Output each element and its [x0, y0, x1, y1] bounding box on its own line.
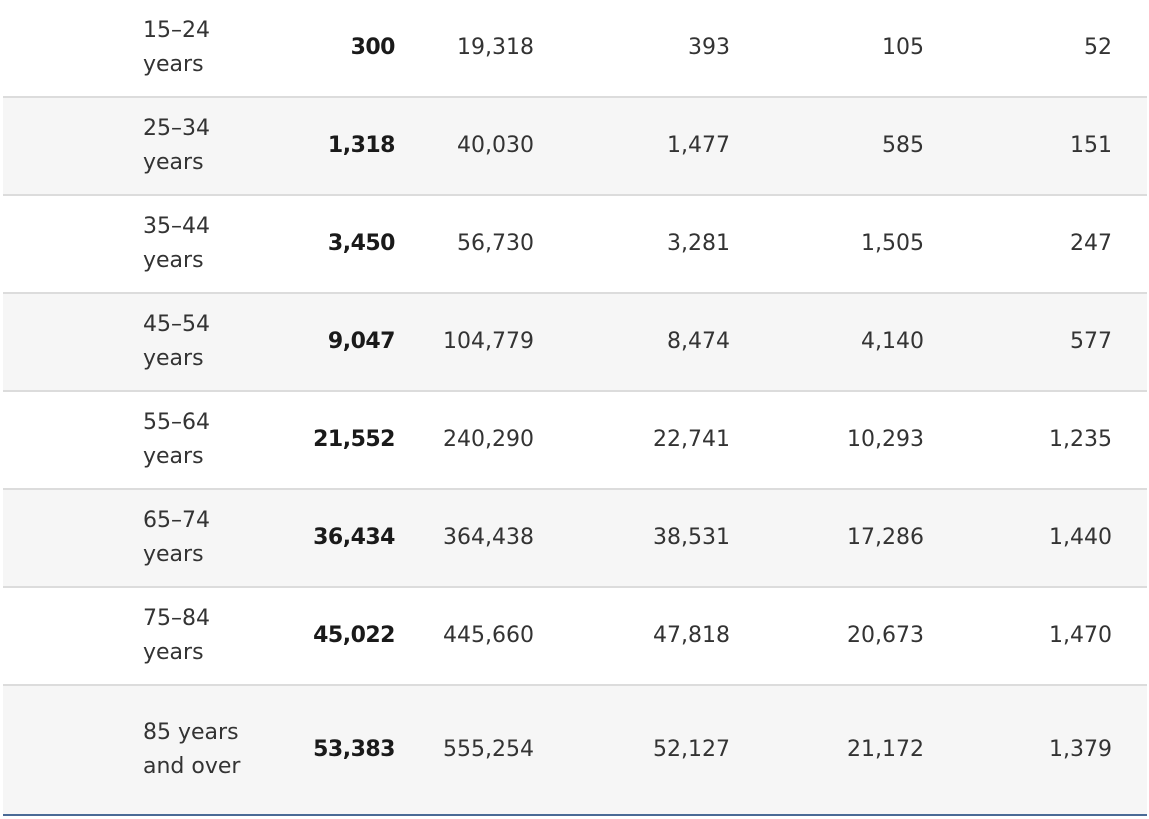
- table-row: 45–54 years 9,047 104,779 8,474 4,140 57…: [3, 294, 1147, 392]
- data-table: 15–24 years 300 19,318 393 105 52 25–34 …: [3, 0, 1147, 816]
- value-cell: 56,730: [457, 231, 534, 256]
- row-label: 15–24 years: [143, 18, 210, 77]
- row-label: 25–34 years: [143, 116, 210, 175]
- table-row: 35–44 years 3,450 56,730 3,281 1,505 247: [3, 196, 1147, 294]
- value-cell: 21,172: [847, 737, 924, 762]
- value-cell: 585: [882, 133, 924, 158]
- value-cell: 105: [882, 35, 924, 60]
- value-cell: 52: [1084, 35, 1112, 60]
- table-row: 55–64 years 21,552 240,290 22,741 10,293…: [3, 392, 1147, 490]
- row-label: 55–64 years: [143, 410, 210, 469]
- value-cell: 20,673: [847, 623, 924, 648]
- value-cell: 1,505: [861, 231, 924, 256]
- value-cell: 1,379: [1049, 737, 1112, 762]
- table-row: 75–84 years 45,022 445,660 47,818 20,673…: [3, 588, 1147, 686]
- value-cell: 240,290: [443, 427, 534, 452]
- value-cell: 19,318: [457, 35, 534, 60]
- table-row: 15–24 years 300 19,318 393 105 52: [3, 0, 1147, 98]
- table-row: 25–34 years 1,318 40,030 1,477 585 151: [3, 98, 1147, 196]
- value-cell: 38,531: [653, 525, 730, 550]
- value-cell: 52,127: [653, 737, 730, 762]
- row-label: 65–74 years: [143, 508, 210, 567]
- total-cell: 9,047: [327, 329, 396, 354]
- total-cell: 1,318: [327, 133, 396, 158]
- table-row: 65–74 years 36,434 364,438 38,531 17,286…: [3, 490, 1147, 588]
- total-cell: 300: [350, 35, 396, 60]
- total-cell: 36,434: [313, 525, 395, 550]
- value-cell: 151: [1070, 133, 1112, 158]
- value-cell: 8,474: [667, 329, 730, 354]
- row-label: 75–84 years: [143, 606, 210, 665]
- value-cell: 104,779: [443, 329, 534, 354]
- value-cell: 393: [688, 35, 730, 60]
- row-label: 85 years and over: [143, 720, 241, 779]
- value-cell: 47,818: [653, 623, 730, 648]
- value-cell: 577: [1070, 329, 1112, 354]
- value-cell: 247: [1070, 231, 1112, 256]
- row-label: 45–54 years: [143, 312, 210, 371]
- value-cell: 10,293: [847, 427, 924, 452]
- value-cell: 4,140: [861, 329, 924, 354]
- total-cell: 3,450: [327, 231, 396, 256]
- value-cell: 555,254: [443, 737, 534, 762]
- total-cell: 21,552: [313, 427, 395, 452]
- value-cell: 22,741: [653, 427, 730, 452]
- value-cell: 3,281: [667, 231, 730, 256]
- value-cell: 1,440: [1049, 525, 1112, 550]
- total-cell: 53,383: [313, 737, 395, 762]
- value-cell: 1,235: [1049, 427, 1112, 452]
- total-cell: 45,022: [313, 623, 395, 648]
- row-label: 35–44 years: [143, 214, 210, 273]
- value-cell: 40,030: [457, 133, 534, 158]
- value-cell: 364,438: [443, 525, 534, 550]
- value-cell: 445,660: [443, 623, 534, 648]
- value-cell: 1,470: [1049, 623, 1112, 648]
- table-row: 85 years and over 53,383 555,254 52,127 …: [3, 686, 1147, 816]
- value-cell: 17,286: [847, 525, 924, 550]
- value-cell: 1,477: [667, 133, 730, 158]
